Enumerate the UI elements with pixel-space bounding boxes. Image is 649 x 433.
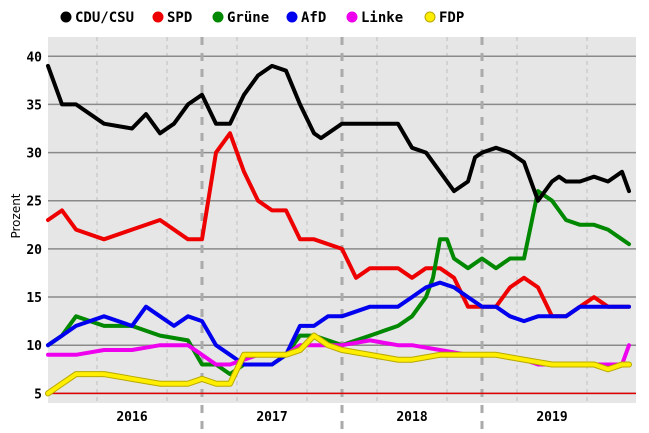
legend: CDU/CSU SPD Grüne AfD Linke FDP [60,10,464,26]
x-year-label-2019: 2019 [536,410,567,425]
y-tick-label-5: 5 [34,387,42,402]
y-tick-label-20: 20 [26,243,42,258]
legend-label-afd: AfD [301,10,326,26]
series-line-afd [46,280,631,367]
series-lines [45,63,632,397]
legend-marker-cdu-csu [60,11,72,23]
y-tick-label-40: 40 [26,50,42,65]
legend-label-linke: Linke [361,10,403,26]
y-tick-label-35: 35 [26,98,42,113]
legend-marker-spd [152,11,164,23]
y-axis-ticks: 5 10 15 20 25 30 35 40 [26,50,42,402]
y-tick-label-30: 30 [26,147,42,162]
legend-label-fdp: FDP [439,10,464,26]
series-line-cdu-csu [46,63,631,203]
legend-marker-fdp [424,11,436,23]
legend-marker-gr-ne [212,11,224,23]
x-year-label-2018: 2018 [396,410,427,425]
x-axis-year-labels: 2016 2017 2018 2019 [116,410,567,425]
y-tick-label-15: 15 [26,291,42,306]
series-line-spd [46,131,631,319]
y-tick-label-10: 10 [26,339,42,354]
legend-label-spd: SPD [167,10,192,26]
x-year-label-2016: 2016 [116,410,147,425]
legend-label-gr-ne: Grüne [227,10,269,26]
y-axis-label: Prozent [9,193,23,238]
legend-marker-afd [286,11,298,23]
x-year-label-2017: 2017 [256,410,287,425]
legend-label-cdu-csu: CDU/CSU [75,10,134,26]
y-tick-label-25: 25 [26,195,42,210]
legend-marker-linke [346,11,358,23]
series-line-fdp [46,333,631,396]
